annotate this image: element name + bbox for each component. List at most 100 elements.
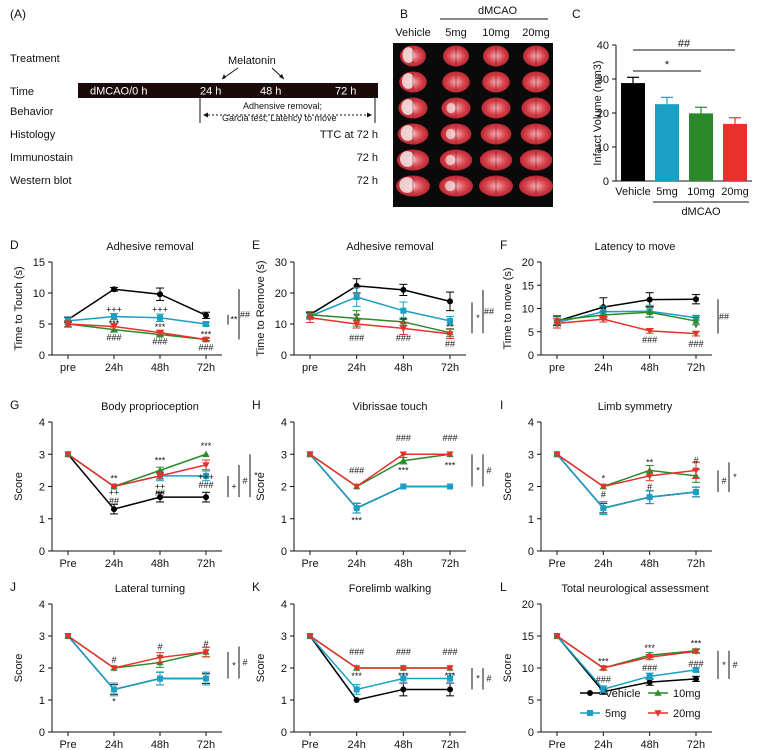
- series-line-20mg: [556, 635, 697, 669]
- y-tick-label: 4: [281, 599, 287, 611]
- data-point-20mg: [553, 451, 561, 458]
- c-group-label: dMCAO: [681, 206, 721, 218]
- data-point-20mg: [446, 331, 454, 338]
- infarct-area: [446, 102, 456, 114]
- data-point-5mg: [203, 472, 209, 479]
- x-tick-label: 24h: [347, 558, 365, 570]
- data-point-10mg: [646, 308, 654, 315]
- sig-annotation: ***: [445, 461, 456, 471]
- data-point-5mg: [693, 488, 699, 495]
- x-tick-label: 24h: [347, 739, 365, 750]
- data-point-10mg: [399, 457, 407, 464]
- y-tick-label: 2: [39, 482, 45, 494]
- chart-title: Lateral turning: [115, 583, 185, 595]
- brain-col-3: 20mg: [522, 27, 550, 39]
- data-point-5mg: [693, 666, 699, 673]
- legend-item-10mg: 10mg: [648, 688, 701, 700]
- sig-annotation: ***: [201, 441, 212, 451]
- panel-letter: E: [252, 238, 260, 252]
- data-point-5mg: [203, 321, 209, 327]
- data-point-20mg: [599, 665, 607, 672]
- data-point-5mg: [111, 313, 117, 320]
- sig-annotation: ###: [198, 480, 213, 490]
- data-point-20mg: [110, 323, 118, 331]
- data-point-Vehicle: [111, 506, 117, 513]
- panel-letter: D: [10, 238, 19, 252]
- x-tick-label: 72h: [687, 739, 705, 750]
- row-label-4: Immunostain: [10, 152, 73, 164]
- y-tick-label: 3: [528, 449, 534, 461]
- sig-annotation: *: [602, 473, 606, 483]
- sig-bracket-text: *: [254, 471, 258, 481]
- series-10mg: [64, 632, 210, 671]
- x-tick-label: 48h: [394, 739, 412, 750]
- infarct-area: [402, 47, 415, 63]
- legend-marker: [587, 710, 593, 716]
- sig-annotation: ***: [155, 322, 166, 332]
- data-point-20mg: [599, 483, 607, 491]
- y-tick-label: 2: [281, 482, 287, 494]
- infarct-area: [445, 154, 456, 166]
- series-10mg: [306, 632, 454, 671]
- series-20mg: [553, 633, 700, 672]
- sig-bracket-text: ##: [719, 311, 729, 321]
- y-tick-label: 15: [522, 280, 534, 292]
- data-point-20mg: [306, 451, 314, 458]
- data-point-5mg: [157, 675, 163, 682]
- data-point-20mg: [646, 654, 654, 661]
- data-point-20mg: [353, 483, 361, 491]
- infarct-area: [399, 177, 415, 193]
- series-line-10mg: [67, 323, 207, 341]
- series-line-10mg: [556, 311, 697, 322]
- chart-title: Limb symmetry: [598, 401, 673, 413]
- panel-k: K Forelimb walking 0 1 2 3 4 Pre 24h 48h 72h Score #…: [252, 580, 492, 750]
- data-point-20mg: [202, 462, 210, 469]
- row-value-5: 72 h: [357, 175, 378, 187]
- sig-annotation: ###: [642, 663, 657, 673]
- series-line-20mg: [309, 453, 450, 488]
- x-tick-label: 48h: [640, 558, 658, 570]
- sig-annotation: *: [694, 323, 698, 333]
- data-point-20mg: [399, 665, 407, 672]
- brain-col-1: 5mg: [445, 27, 466, 39]
- series-line-5mg: [309, 635, 450, 691]
- series-5mg: [554, 451, 700, 516]
- data-point-Vehicle: [400, 286, 407, 293]
- series-Vehicle: [65, 633, 210, 695]
- data-point-20mg: [353, 665, 361, 672]
- data-point-10mg: [692, 317, 700, 324]
- sig-annotation: ***: [155, 456, 166, 466]
- y-tick-label: 0: [281, 727, 287, 739]
- chart-title: Total neurological assessment: [561, 583, 708, 595]
- behavior-text-2: Garcia test; Latency to move: [222, 113, 337, 123]
- series-line-10mg: [309, 313, 451, 334]
- sig-bracket-text: ##: [240, 309, 250, 319]
- series-5mg: [65, 633, 210, 697]
- data-point-Vehicle: [693, 296, 699, 303]
- c-y-axis-label: Infarct Volume (mm3): [592, 60, 604, 165]
- sig-bracket-text: **: [230, 315, 238, 325]
- x-tick-label: 48h: [151, 362, 169, 374]
- legend-item-5mg: 5mg: [580, 708, 626, 720]
- data-point-5mg: [203, 675, 209, 682]
- panel-a: (A) Treatment Time Behavior Histology TTC at…: [10, 7, 378, 187]
- series-10mg: [306, 310, 454, 338]
- sig-bracket-text: #: [486, 674, 491, 684]
- series-line-20mg: [67, 635, 207, 669]
- series-5mg: [307, 633, 454, 695]
- panel-letter: F: [500, 238, 507, 252]
- sig-annotation: ###: [642, 335, 657, 345]
- panel-d: D Adhesive removal 0 5 10 15 pre 24h 48h 72h Time …: [10, 238, 250, 374]
- y-axis-label: Time to Touch (s): [13, 266, 25, 350]
- data-point-20mg: [64, 633, 72, 640]
- y-tick-label: 3: [281, 449, 287, 461]
- y-tick-label: 3: [281, 631, 287, 643]
- y-tick-label: 10: [275, 319, 287, 331]
- panel-a-letter: (A): [10, 7, 26, 21]
- legend-marker: [654, 710, 662, 717]
- y-axis-label: Score: [255, 472, 267, 501]
- series-20mg: [64, 320, 210, 344]
- panel-j: J Lateral turning 0 1 2 3 4 Pre 24h 48h 72h Score # *…: [10, 580, 248, 750]
- data-point-Vehicle: [447, 686, 453, 693]
